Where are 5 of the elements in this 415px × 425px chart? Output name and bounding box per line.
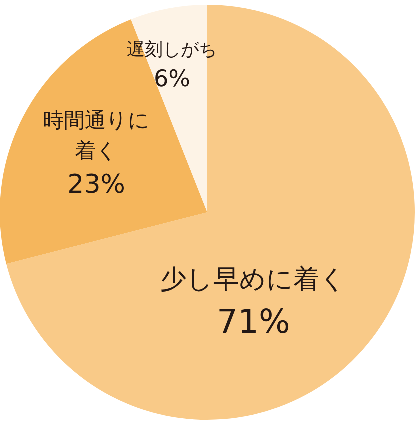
slice-label: 少し早めに着く [160, 265, 347, 296]
data-label: 6% [154, 66, 190, 92]
slice-label: 時間通りに着く [43, 108, 150, 163]
data-label: 23% [68, 170, 126, 200]
data-label: 71% [216, 302, 290, 341]
